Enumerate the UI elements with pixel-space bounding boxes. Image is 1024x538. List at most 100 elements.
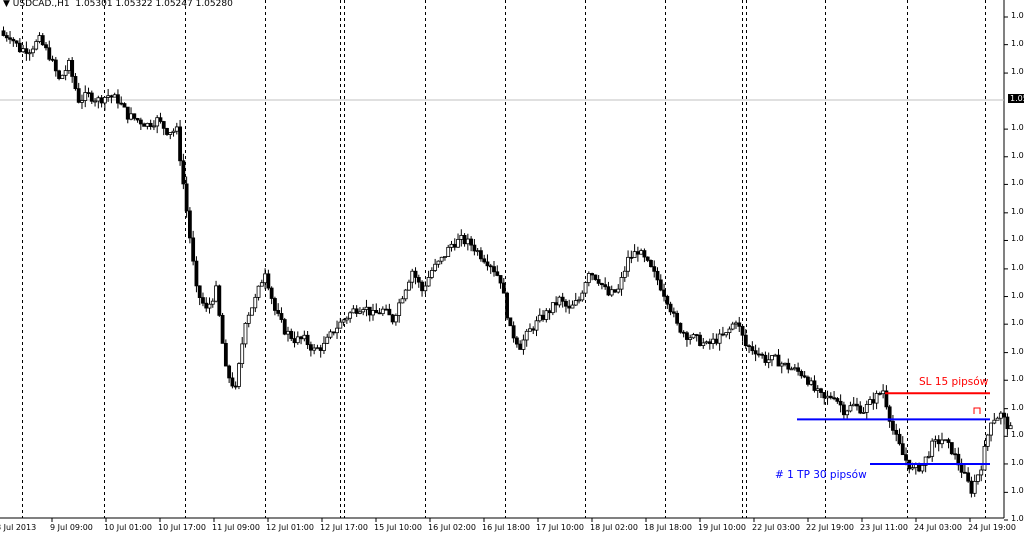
candle-bear	[420, 281, 424, 292]
candle-bull	[63, 70, 68, 76]
candle-bear	[740, 325, 745, 336]
candle-bull	[243, 322, 248, 345]
candle-bull	[577, 299, 581, 302]
candle-bull	[237, 363, 241, 387]
candle-bear	[665, 295, 670, 305]
candle-bear	[89, 92, 94, 102]
candle-bear	[635, 251, 640, 255]
candle-bull	[583, 282, 588, 294]
candle-bear	[904, 454, 908, 461]
candle-bull	[465, 238, 470, 245]
candle-bear	[148, 122, 153, 127]
y-tick-label: 1.04730	[1011, 178, 1024, 188]
candle-bear	[125, 106, 130, 120]
x-tick-label: 8 Jul 2013	[0, 523, 37, 532]
candle-bear	[8, 37, 12, 40]
triangle-down-icon[interactable]: ▼	[3, 0, 10, 9]
y-tick-label: 1.03270	[1011, 402, 1024, 412]
candle-bear	[161, 121, 166, 129]
candle-bull	[129, 113, 133, 120]
candle-bear	[318, 347, 323, 351]
candle-bear	[858, 405, 863, 414]
x-tick-label: 11 Jul 09:00	[212, 523, 260, 532]
candle-bear	[658, 279, 663, 291]
y-tick-label: 1.05640	[1011, 38, 1024, 48]
candle-bear	[142, 123, 147, 127]
candle-bull	[920, 464, 925, 472]
candle-bear	[1002, 412, 1007, 418]
candle-bull	[475, 250, 480, 253]
candle-bear	[24, 48, 29, 54]
candle-bear	[488, 265, 493, 268]
y-tick-label: 1.04180	[1011, 262, 1024, 272]
x-tick-label: 16 Jul 18:00	[482, 523, 530, 532]
candle-bull	[459, 235, 464, 240]
candle-bear	[707, 341, 712, 344]
candle-bull	[989, 422, 993, 436]
candle-bull	[995, 417, 1000, 421]
candle-bull	[789, 368, 794, 371]
candle-bear	[384, 308, 388, 311]
candle-bear	[887, 406, 892, 422]
y-tick-label: 1.03455	[1011, 374, 1024, 384]
candle-bear	[204, 302, 209, 309]
candle-bear	[1005, 416, 1010, 430]
candle-bear	[305, 334, 310, 346]
x-tick-label: 12 Jul 01:00	[266, 523, 314, 532]
candle-bull	[410, 270, 415, 283]
y-tick-label: 1.05090	[1011, 123, 1024, 133]
candle-bear	[184, 183, 189, 212]
candle-bear	[822, 392, 827, 399]
candle-bull	[688, 337, 693, 340]
x-tick-label: 18 Jul 18:00	[644, 523, 692, 532]
candle-bull	[439, 256, 444, 262]
candle-bull	[393, 315, 398, 323]
candle-bull	[344, 317, 349, 321]
candle-bull	[246, 314, 251, 324]
candle-bull	[210, 300, 215, 305]
candle-bull	[250, 307, 254, 316]
candle-bull	[910, 467, 915, 470]
y-tick-label: 1.04545	[1011, 206, 1024, 216]
candle-bull	[864, 404, 869, 413]
candle-bear	[671, 311, 676, 314]
candle-bear	[99, 97, 104, 104]
x-tick-label: 10 Jul 17:00	[158, 523, 206, 532]
candle-bull	[874, 392, 879, 404]
candle-bull	[550, 302, 555, 314]
candle-bull	[815, 388, 820, 391]
candle-bull	[207, 303, 212, 309]
candle-bull	[537, 314, 542, 322]
candle-bear	[505, 292, 509, 319]
candle-bull	[848, 405, 853, 412]
candle-bull	[609, 289, 614, 296]
y-tick-label: 1.04365	[1011, 234, 1024, 244]
candle-bear	[662, 289, 666, 297]
y-tick-label: 1.03090	[1011, 430, 1024, 440]
candle-bear	[645, 256, 650, 261]
candle-bear	[900, 443, 905, 456]
candle-bull	[325, 336, 330, 344]
candle-bear	[269, 287, 274, 299]
candle-bull	[423, 285, 428, 292]
candle-bull	[145, 122, 150, 127]
candle-bear	[40, 35, 45, 46]
candle-bull	[443, 256, 447, 258]
candle-bull	[933, 439, 938, 442]
candle-bull	[93, 100, 97, 103]
candle-bear	[567, 305, 572, 309]
candle-bull	[214, 285, 218, 302]
candle-bull	[31, 48, 35, 54]
candle-bear	[946, 439, 951, 443]
x-tick-label: 24 Jul 19:00	[968, 523, 1016, 532]
candle-bear	[776, 354, 781, 367]
candle-bull	[155, 117, 160, 127]
candle-bear	[596, 279, 601, 284]
symbol-label: USDCAD.,H1	[12, 0, 70, 9]
candle-bull	[982, 445, 987, 471]
candle-bull	[622, 270, 627, 278]
candle-bear	[220, 314, 225, 344]
candle-bear	[756, 353, 761, 356]
candle-bear	[871, 399, 876, 404]
